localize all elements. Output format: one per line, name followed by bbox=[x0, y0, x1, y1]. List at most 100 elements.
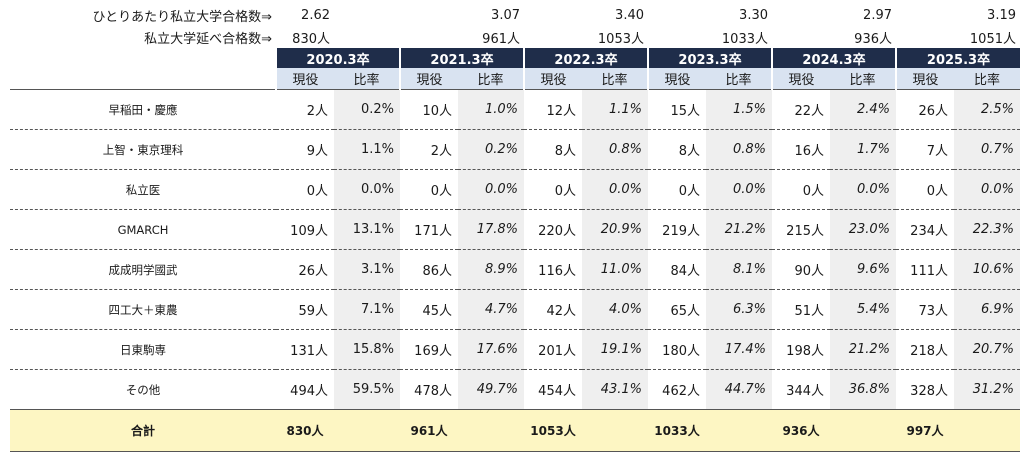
current-count-cell: 109人 bbox=[276, 209, 334, 250]
total-value: 997人 bbox=[896, 409, 954, 452]
ratio-cell: 6.9% bbox=[954, 289, 1020, 330]
current-count-cell: 15人 bbox=[648, 89, 706, 130]
current-count-cell: 180人 bbox=[648, 329, 706, 370]
current-count-cell: 26人 bbox=[896, 89, 954, 130]
current-count-cell: 220人 bbox=[524, 209, 582, 250]
rate-value: 3.30 bbox=[739, 7, 768, 23]
current-count-cell: 344人 bbox=[772, 369, 830, 410]
sub-header-current: 現役 bbox=[895, 68, 954, 90]
admissions-table: ひとりあたり私立大学合格数⇒ 2.62 3.07 3.40 3.30 2.97 … bbox=[10, 4, 1020, 452]
current-count-cell: 131人 bbox=[276, 329, 334, 370]
current-count-cell: 65人 bbox=[648, 289, 706, 330]
table-row: 四工大＋東農 59人 7.1% 45人 4.7% 42人 4.0% 65人 6.3% 51人 5.4… bbox=[10, 289, 1020, 330]
category-label: 成成明学國武 bbox=[10, 249, 276, 290]
ratio-cell: 7.1% bbox=[334, 289, 400, 330]
total-value: 936人 bbox=[772, 409, 830, 452]
total-passes-value: 936人 bbox=[854, 31, 892, 47]
current-count-cell: 51人 bbox=[772, 289, 830, 330]
ratio-cell: 8.1% bbox=[706, 249, 772, 290]
ratio-cell: 10.6% bbox=[954, 249, 1020, 290]
total-passes-value: 1053人 bbox=[597, 31, 644, 47]
ratio-cell: 13.1% bbox=[334, 209, 400, 250]
ratio-cell: 20.7% bbox=[954, 329, 1020, 370]
total-row: 合計 830人 961人 1053人 1033人 936人 997人 bbox=[10, 409, 1020, 452]
current-count-cell: 169人 bbox=[400, 329, 458, 370]
sub-header-ratio: 比率 bbox=[954, 68, 1020, 90]
current-count-cell: 42人 bbox=[524, 289, 582, 330]
sub-header-ratio: 比率 bbox=[830, 68, 896, 90]
current-count-cell: 171人 bbox=[400, 209, 458, 250]
ratio-cell: 9.6% bbox=[830, 249, 896, 290]
current-count-cell: 454人 bbox=[524, 369, 582, 410]
category-label: GMARCH bbox=[10, 209, 276, 250]
category-label: 上智・東京理科 bbox=[10, 129, 276, 170]
ratio-cell: 11.0% bbox=[582, 249, 648, 290]
total-value: 830人 bbox=[276, 409, 334, 452]
current-count-cell: 16人 bbox=[772, 129, 830, 170]
ratio-cell: 17.6% bbox=[458, 329, 524, 370]
ratio-cell: 17.8% bbox=[458, 209, 524, 250]
current-count-cell: 462人 bbox=[648, 369, 706, 410]
current-count-cell: 215人 bbox=[772, 209, 830, 250]
ratio-cell: 1.1% bbox=[334, 129, 400, 170]
ratio-cell: 8.9% bbox=[458, 249, 524, 290]
ratio-cell: 0.7% bbox=[954, 129, 1020, 170]
sub-header-ratio: 比率 bbox=[582, 68, 648, 90]
ratio-cell: 5.4% bbox=[830, 289, 896, 330]
category-label: その他 bbox=[10, 369, 276, 410]
table-row: GMARCH 109人 13.1% 171人 17.8% 220人 20.9% 219人 21.… bbox=[10, 209, 1020, 250]
year-header: 2025.3卒 bbox=[895, 48, 1020, 68]
total-passes-row: 私立大学延べ合格数⇒ 830人 961人 1053人 1033人 936人 10… bbox=[10, 26, 1020, 48]
current-count-cell: 9人 bbox=[276, 129, 334, 170]
ratio-cell: 0.2% bbox=[458, 129, 524, 170]
ratio-cell: 21.2% bbox=[830, 329, 896, 370]
ratio-cell: 44.7% bbox=[706, 369, 772, 410]
current-count-cell: 12人 bbox=[524, 89, 582, 130]
current-count-cell: 73人 bbox=[896, 289, 954, 330]
rate-value: 2.97 bbox=[863, 7, 892, 23]
year-header-row: 2020.3卒 2021.3卒 2022.3卒 2023.3卒 2024.3卒 … bbox=[10, 48, 1020, 68]
ratio-cell: 43.1% bbox=[582, 369, 648, 410]
ratio-cell: 0.8% bbox=[582, 129, 648, 170]
ratio-cell: 0.0% bbox=[458, 169, 524, 210]
total-value: 1053人 bbox=[524, 409, 582, 452]
ratio-cell: 0.2% bbox=[334, 89, 400, 130]
year-header: 2024.3卒 bbox=[771, 48, 896, 68]
category-label: 日東駒専 bbox=[10, 329, 276, 370]
rate-value: 3.19 bbox=[987, 7, 1016, 23]
current-count-cell: 0人 bbox=[896, 169, 954, 210]
ratio-cell: 19.1% bbox=[582, 329, 648, 370]
current-count-cell: 234人 bbox=[896, 209, 954, 250]
ratio-cell: 36.8% bbox=[830, 369, 896, 410]
sub-header-ratio: 比率 bbox=[458, 68, 524, 90]
sub-header-current: 現役 bbox=[399, 68, 458, 90]
current-count-cell: 328人 bbox=[896, 369, 954, 410]
current-count-cell: 0人 bbox=[400, 169, 458, 210]
total-passes-value: 961人 bbox=[482, 31, 520, 47]
current-count-cell: 0人 bbox=[276, 169, 334, 210]
current-count-cell: 10人 bbox=[400, 89, 458, 130]
current-count-cell: 218人 bbox=[896, 329, 954, 370]
current-count-cell: 0人 bbox=[648, 169, 706, 210]
current-count-cell: 22人 bbox=[772, 89, 830, 130]
ratio-cell: 59.5% bbox=[334, 369, 400, 410]
rate-value: 3.07 bbox=[491, 7, 520, 23]
year-header: 2020.3卒 bbox=[275, 48, 400, 68]
year-header: 2022.3卒 bbox=[523, 48, 648, 68]
current-count-cell: 116人 bbox=[524, 249, 582, 290]
table-row: 上智・東京理科 9人 1.1% 2人 0.2% 8人 0.8% 8人 0.8% 16人 1.7% 7人… bbox=[10, 129, 1020, 170]
ratio-cell: 4.7% bbox=[458, 289, 524, 330]
ratio-cell: 31.2% bbox=[954, 369, 1020, 410]
total-passes-value: 1033人 bbox=[721, 31, 768, 47]
total-passes-value: 1051人 bbox=[969, 31, 1016, 47]
ratio-cell: 1.1% bbox=[582, 89, 648, 130]
sub-header-current: 現役 bbox=[523, 68, 582, 90]
current-count-cell: 111人 bbox=[896, 249, 954, 290]
current-count-cell: 84人 bbox=[648, 249, 706, 290]
ratio-cell: 0.0% bbox=[954, 169, 1020, 210]
table-row: 私立医 0人 0.0% 0人 0.0% 0人 0.0% 0人 0.0% 0人 0.0% 0人 0.0% bbox=[10, 169, 1020, 210]
year-header: 2021.3卒 bbox=[399, 48, 524, 68]
sub-header-current: 現役 bbox=[275, 68, 334, 90]
current-count-cell: 198人 bbox=[772, 329, 830, 370]
ratio-cell: 4.0% bbox=[582, 289, 648, 330]
